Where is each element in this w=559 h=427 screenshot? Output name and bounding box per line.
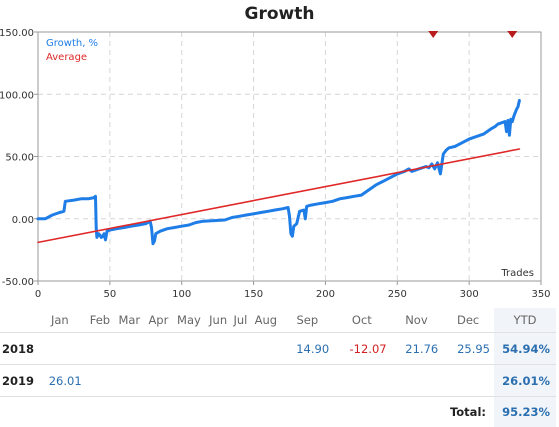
marker-triangle	[428, 31, 438, 38]
month-header: Dec	[442, 308, 494, 333]
x-tick-label: 150	[244, 289, 263, 300]
x-tick-label: 50	[103, 289, 116, 300]
month-value: 26.01	[34, 365, 86, 397]
month-value	[206, 365, 231, 397]
total-value: 95.23%	[494, 397, 556, 427]
ytd-value: 26.01%	[494, 365, 556, 397]
year-label: 2018	[0, 333, 34, 365]
month-value: 25.95	[442, 333, 494, 365]
month-header: May	[172, 308, 205, 333]
month-header: Mar	[114, 308, 144, 333]
month-value	[282, 365, 334, 397]
y-tick-label: 50.00	[5, 153, 34, 164]
month-header: Sep	[282, 308, 334, 333]
month-value	[144, 365, 172, 397]
month-value: -12.07	[333, 333, 390, 365]
month-value	[114, 365, 144, 397]
month-value	[34, 333, 86, 365]
ytd-header: YTD	[494, 308, 556, 333]
month-header: Jun	[206, 308, 231, 333]
y-tick-label: 0.00	[12, 215, 34, 226]
tick-labels: 0 50 100 150 200 250 300 350 -50.00 0.00 50.00 100.…	[0, 28, 551, 300]
y-tick-label: 100.00	[0, 90, 34, 101]
month-value	[391, 365, 443, 397]
month-value	[231, 365, 250, 397]
x-tick-label: 200	[316, 289, 335, 300]
table-corner	[0, 308, 34, 333]
legend: Growth, % Average	[46, 38, 98, 63]
month-header: Jan	[34, 308, 86, 333]
x-tick-label: 300	[460, 289, 479, 300]
month-header: Apr	[144, 308, 172, 333]
x-tick-label: 100	[172, 289, 191, 300]
month-value	[333, 365, 390, 397]
ytd-value: 54.94%	[494, 333, 556, 365]
month-value	[172, 365, 205, 397]
grid	[38, 32, 541, 281]
month-value	[86, 365, 114, 397]
marker-triangle	[507, 31, 517, 38]
month-value: 14.90	[282, 333, 334, 365]
month-header: Nov	[391, 308, 443, 333]
y-tick-label: -50.00	[2, 277, 34, 288]
month-value: 21.76	[391, 333, 443, 365]
y-tick-label: 150.00	[0, 28, 34, 39]
x-axis-label: Trades	[500, 268, 534, 279]
month-value	[172, 333, 205, 365]
legend-entry: Growth, %	[46, 38, 98, 49]
month-value	[231, 333, 250, 365]
x-tick-label: 0	[35, 289, 41, 300]
legend-entry: Average	[46, 52, 87, 63]
month-value	[86, 333, 114, 365]
total-label: Total:	[0, 397, 494, 427]
x-tick-label: 250	[388, 289, 407, 300]
x-tick-label: 350	[531, 289, 550, 300]
year-label: 2019	[0, 365, 34, 397]
total-row: Total: 95.23%	[0, 397, 556, 427]
growth-chart: 0 50 100 150 200 250 300 350 -50.00 0.00 50.00 100.…	[0, 0, 559, 305]
month-value	[144, 333, 172, 365]
month-header: Oct	[333, 308, 390, 333]
month-value	[442, 365, 494, 397]
month-value	[250, 365, 281, 397]
month-value	[114, 333, 144, 365]
month-value	[250, 333, 281, 365]
month-header: Jul	[231, 308, 250, 333]
month-header: Aug	[250, 308, 281, 333]
month-value	[206, 333, 231, 365]
month-header: Feb	[86, 308, 114, 333]
